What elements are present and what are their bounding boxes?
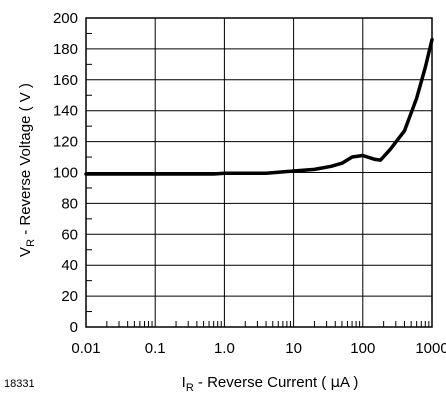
y-tick-labels: 0 20 40 60 80 100 120 140 160 180 200 [53, 10, 78, 336]
x-tick-label: 1.0 [214, 340, 235, 357]
minor-ticks [86, 32, 430, 327]
series-group [84, 37, 434, 176]
x-tick-label: 0.1 [145, 340, 166, 357]
y-tick-label: 140 [53, 103, 78, 120]
y-tick-label: 200 [53, 10, 78, 27]
y-tick-label: 80 [61, 195, 78, 212]
x-tick-labels: 0.01 0.1 1.0 10 100 1000 [71, 340, 446, 357]
y-axis-title: VR - Reverse Voltage ( V ) [17, 83, 37, 257]
y-tick-label: 0 [70, 319, 78, 336]
y-tick-label: 120 [53, 134, 78, 151]
x-tick-label: 0.01 [71, 340, 100, 357]
grid [86, 18, 432, 327]
y-tick-label: 160 [53, 72, 78, 89]
figure-id: 18331 [4, 378, 35, 390]
x-tick-label: 1000 [415, 340, 446, 357]
y-tick-label: 100 [53, 165, 78, 182]
y-tick-label: 180 [53, 41, 78, 58]
y-tick-label: 40 [61, 257, 78, 274]
x-tick-label: 100 [350, 340, 375, 357]
y-tick-label: 60 [61, 226, 78, 243]
x-axis-title: IR - Reverse Current ( μA ) [182, 373, 359, 394]
series-line [84, 37, 434, 176]
y-tick-label: 20 [61, 288, 78, 305]
x-tick-label: 10 [285, 340, 302, 357]
